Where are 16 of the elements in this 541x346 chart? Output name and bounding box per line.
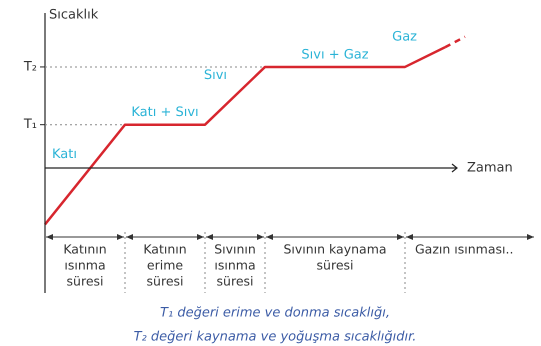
text: Sıvının ısınma süresi: [214, 242, 256, 288]
ref-line-label: T₁: [22, 117, 37, 132]
y-axis-title: Sıcaklık: [49, 7, 99, 22]
text: T₂ değeri kaynama ve yoğuşma sıcaklığıdır.: [134, 329, 416, 344]
text: Gazın ısınması..: [415, 242, 514, 256]
annotation: Sıvı: [204, 68, 227, 84]
annotation: Katı: [52, 146, 77, 162]
annotation: Gaz: [392, 29, 418, 44]
text: T₁ değeri erime ve donma sıcaklığı,: [160, 305, 390, 320]
ref-line-label: T₂: [22, 59, 37, 74]
text: Sıvının kaynama süresi: [283, 242, 387, 272]
text: Katının ısınma süresi: [63, 242, 107, 288]
annotation: Sıvı + Gaz: [301, 47, 369, 62]
x-axis-title: Zaman: [467, 160, 513, 176]
annotation: Katı + Sıvı: [131, 105, 199, 120]
text: Katının erime süresi: [143, 242, 187, 288]
